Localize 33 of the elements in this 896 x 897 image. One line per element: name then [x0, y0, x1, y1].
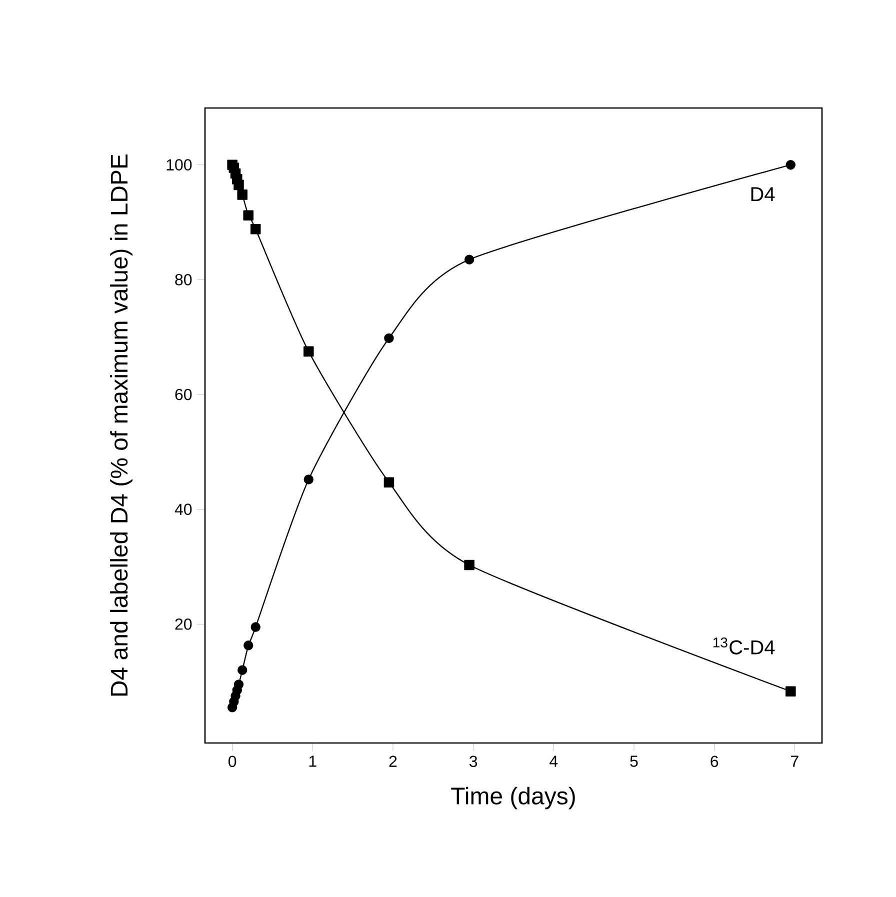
- point: [786, 686, 796, 696]
- x-tick-label: 7: [791, 756, 798, 767]
- x-axis-title: Time (days): [451, 786, 575, 810]
- x-tick-label: 4: [550, 756, 558, 767]
- point: [244, 640, 254, 650]
- point: [304, 474, 314, 484]
- x-tick-label: 3: [469, 756, 478, 768]
- y-tick-label: 100: [166, 159, 192, 170]
- series-label: $^{13}$C-D4: [713, 638, 775, 654]
- point: [237, 665, 248, 675]
- y-tick-label: 20: [175, 618, 192, 630]
- x-tick-label: 5: [630, 756, 638, 767]
- y-axis-title: D4 and labelled D4 (% of maximum value) in LDPE: [110, 154, 132, 696]
- point: [237, 190, 248, 200]
- x-tick-label: 0: [228, 756, 236, 768]
- x-tick-label: 6: [710, 756, 718, 768]
- x-tick-label: 2: [389, 756, 397, 767]
- series-label: D4: [751, 187, 775, 202]
- point: [384, 477, 394, 488]
- point: [786, 160, 796, 170]
- point: [384, 333, 394, 344]
- x-tick-label: 1: [309, 756, 316, 767]
- point: [243, 210, 254, 220]
- point: [464, 560, 474, 570]
- y-tick-label: 40: [174, 504, 192, 515]
- point: [464, 254, 474, 264]
- point: [234, 680, 244, 690]
- y-tick-label: 80: [175, 274, 192, 286]
- y-tick-label: 60: [175, 388, 192, 400]
- point: [250, 224, 261, 234]
- point: [234, 180, 244, 190]
- point: [304, 346, 314, 357]
- point: [250, 622, 260, 632]
